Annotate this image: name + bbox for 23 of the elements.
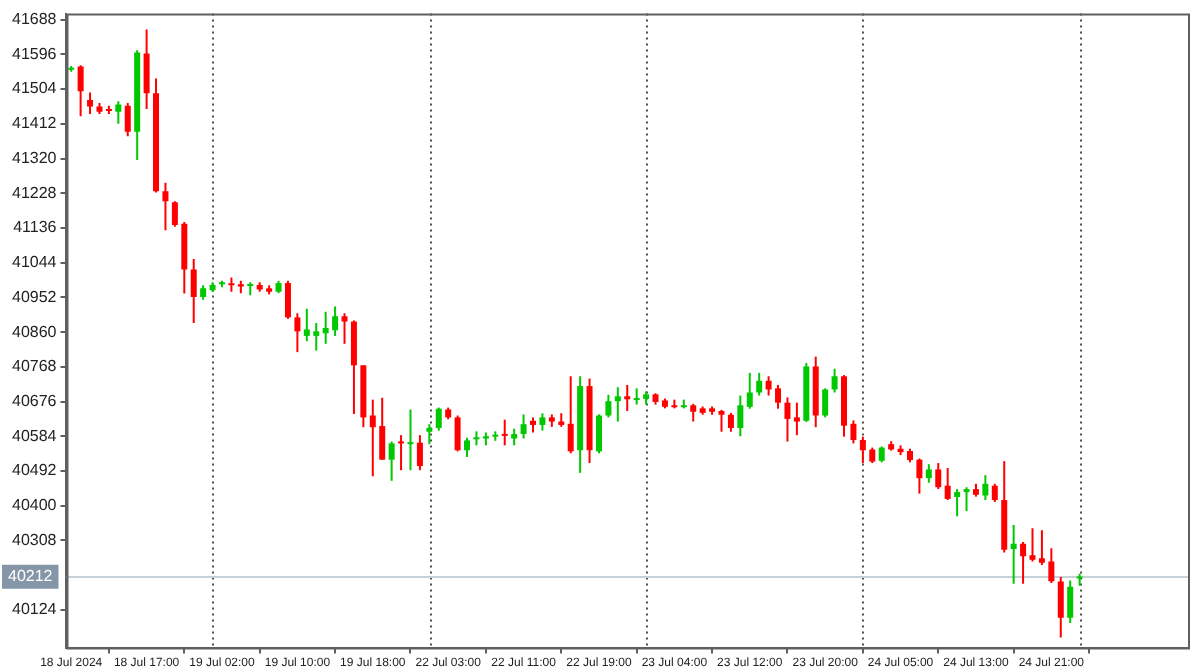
y-tick-label: 41504 <box>11 79 58 98</box>
ref-line-label: 40212 <box>8 567 54 586</box>
y-tick-label: 41412 <box>11 114 58 133</box>
y-tick-label: 40860 <box>11 322 58 341</box>
y-tick-label: 40124 <box>11 600 58 619</box>
y-tick-label: 40308 <box>11 530 58 549</box>
y-tick-label: 40584 <box>11 426 58 445</box>
candlestick <box>501 419 508 446</box>
y-tick-label: 41044 <box>11 253 58 272</box>
y-tick-label: 40400 <box>11 496 58 515</box>
y-tick-label: 40768 <box>11 357 58 376</box>
y-tick-label: 41228 <box>11 183 58 202</box>
candlestick <box>407 409 414 471</box>
candlestick <box>1010 524 1017 584</box>
y-tick-label: 40676 <box>11 391 58 410</box>
y-tick-label: 40492 <box>11 461 58 480</box>
y-tick-label: 41596 <box>11 44 58 63</box>
y-tick-label: 41320 <box>11 148 58 167</box>
candlestick <box>228 277 235 292</box>
y-tick-label: 40952 <box>11 287 58 306</box>
y-tick-label: 41136 <box>13 218 58 237</box>
candlestick <box>398 435 405 471</box>
y-tick-label: 41688 <box>11 10 58 29</box>
